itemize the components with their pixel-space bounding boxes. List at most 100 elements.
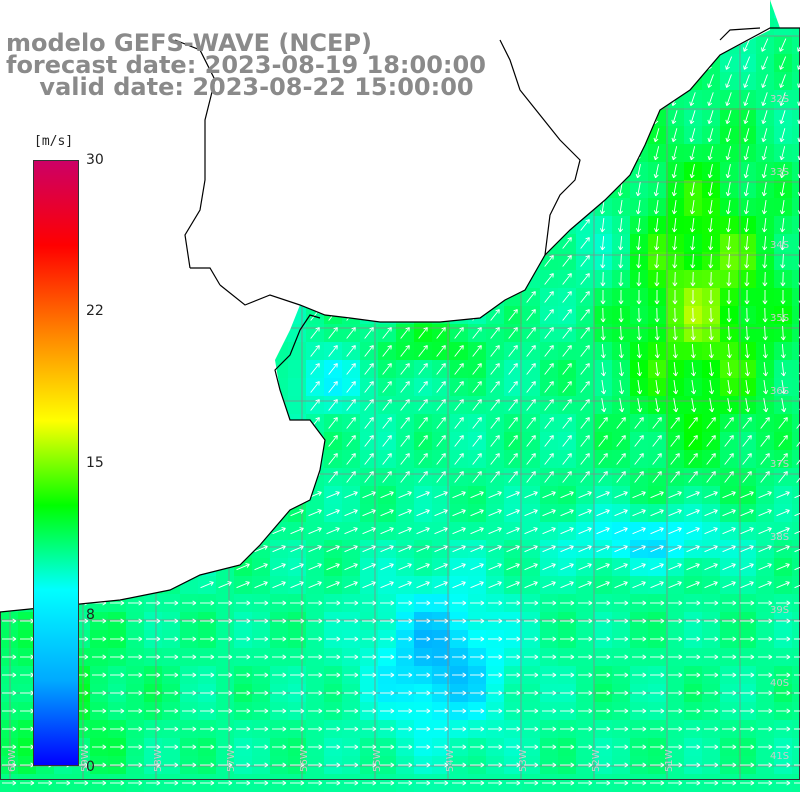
wind-arrow [707,128,714,143]
wind-speed-cell [792,180,800,198]
wind-arrow [725,110,732,125]
wind-arrow [743,38,751,52]
wind-arrow [761,38,769,52]
wind-arrow [653,56,661,70]
latitude-label: 41S [770,751,789,762]
wind-arrow [617,110,624,125]
longitude-label: 57W [226,749,237,772]
wind-vectors [2,38,800,786]
wind-speed-cell [792,90,800,108]
wind-arrow [599,56,607,70]
longitude-label: 56W [299,749,310,772]
wind-arrow [544,93,554,105]
longitude-label: 60W [7,749,18,772]
longitude-label: 52W [591,749,602,772]
wind-arrow [761,128,768,143]
wind-speed-cell [288,342,306,360]
colorbar-tick-15: 15 [86,455,104,471]
wind-speed-cell [792,126,800,144]
longitude-label: 58W [153,749,164,772]
wind-arrow [779,128,786,143]
wind-arrow [707,92,714,106]
wind-arrow [689,56,697,70]
wind-arrow [562,57,572,69]
latitude-label: 32S [770,94,789,105]
wind-arrow [599,146,606,161]
wind-speed-cell [792,234,800,252]
wind-arrow [689,38,697,52]
wind-arrow [599,74,606,88]
wind-arrow [562,129,572,141]
wind-arrow [779,110,786,125]
wind-speed-cell [792,72,800,90]
wind-arrow [725,74,732,88]
land-polygon [0,0,770,322]
wind-arrow [580,93,590,105]
latitude-label: 38S [770,532,789,543]
wind-arrow [580,39,590,51]
latitude-label: 36S [770,386,789,397]
longitude-label: 51W [664,749,675,772]
wind-arrow [635,110,642,125]
wind-speed-cell [792,486,800,504]
wind-arrow [689,92,696,106]
wind-arrow [707,110,714,125]
longitude-label: 53W [518,749,529,772]
colorbar-tick-8: 8 [86,607,95,623]
wind-arrow [797,82,800,88]
land-polygon [770,0,800,28]
wind-arrow [779,146,786,161]
wind-arrow [779,74,786,88]
wind-arrow [599,128,606,143]
longitude-label: 54W [445,749,456,772]
wind-arrow [725,56,733,70]
wind-arrow [653,92,660,106]
wind-arrow [617,146,624,161]
wind-speed-cell [792,108,800,126]
wind-arrow [617,74,624,88]
wind-arrow [562,111,572,123]
wind-arrow [689,110,696,125]
wind-arrow [635,38,643,52]
wind-speed-cell [792,306,800,324]
wind-speed-cell [792,450,800,468]
wind-speed-cell [288,378,306,396]
wind-speed-cell [288,396,306,414]
wind-arrow [761,146,768,161]
wind-arrow [562,75,572,87]
colorbar-tick-30: 30 [86,152,104,168]
wind-speed-cell [792,360,800,378]
wind-arrow [743,146,750,161]
wind-arrow [671,146,678,161]
wind-arrow [743,56,751,70]
longitude-label: 55W [372,749,383,772]
wind-arrow [761,110,768,125]
wind-speed-cell [792,144,800,162]
wind-arrow [544,57,554,69]
wind-arrow [671,128,678,143]
wind-arrow [689,128,696,143]
latitude-label: 39S [770,605,789,616]
wind-arrow [743,92,750,106]
latitude-label: 33S [770,167,789,178]
wind-arrow [635,128,642,143]
wind-arrow [599,92,606,106]
wind-speed-cell [792,576,800,594]
wind-arrow [761,92,768,106]
wind-speed-cell [792,396,800,414]
wind-arrow [725,92,732,106]
wind-arrow [743,128,750,143]
wind-speed-cell [792,324,800,342]
wind-arrow [707,146,714,161]
wind-arrow [689,146,696,161]
wind-arrow [725,128,732,143]
colorbar-unit: [m/s] [34,134,74,149]
wind-speed-cell [792,540,800,558]
wind-speed-cell [792,216,800,234]
wind-arrow [707,74,714,88]
wind-arrow [653,128,660,143]
latitude-label: 37S [770,459,789,470]
wind-arrow [544,147,554,159]
wind-speed-cell [792,198,800,216]
